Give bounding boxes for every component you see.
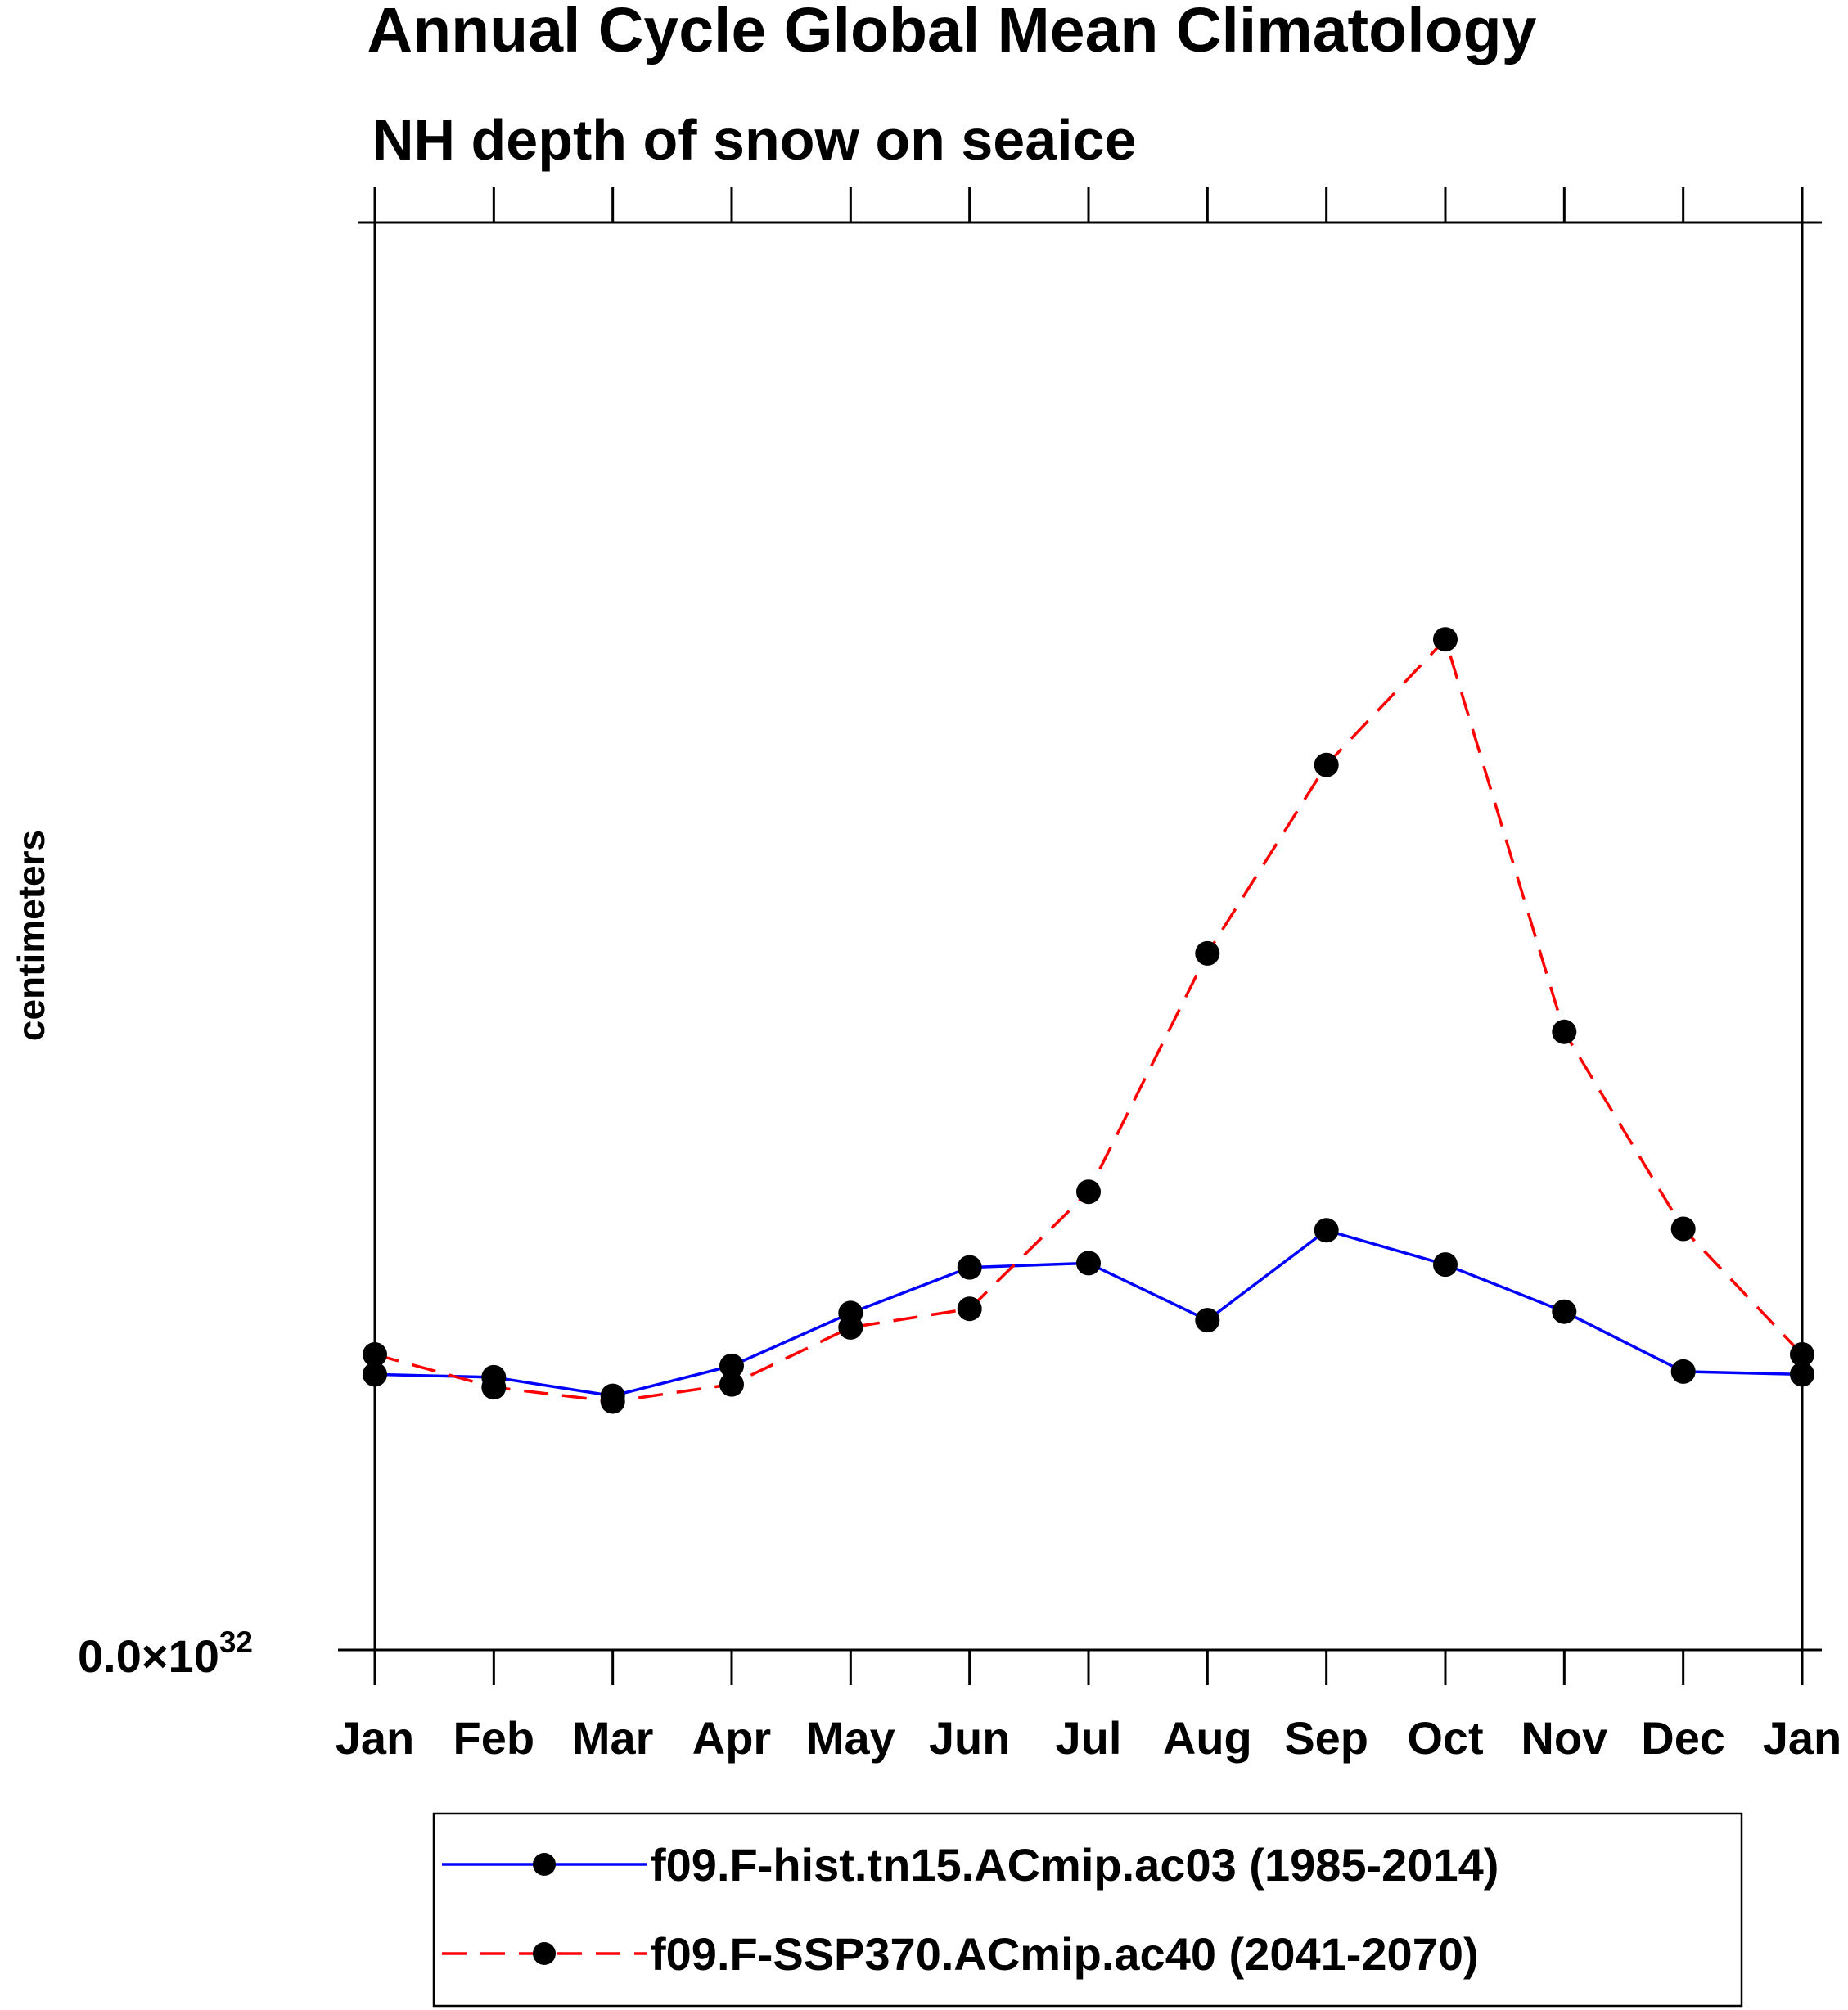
- y-tick-label: 0.0×1032: [78, 1625, 253, 1682]
- x-tick-label: Sep: [1284, 1712, 1368, 1764]
- series-0-point: [1552, 1299, 1577, 1324]
- legend-box: [432, 1812, 1743, 2008]
- series-0-point: [1314, 1218, 1339, 1243]
- x-tick-label: Mar: [572, 1712, 654, 1764]
- x-tick-label: Jul: [1056, 1712, 1122, 1764]
- series-1-point: [1552, 1019, 1577, 1044]
- series-0-point: [1433, 1252, 1458, 1278]
- chart-title: Annual Cycle Global Mean Climatology: [367, 0, 1536, 65]
- series-layer: [363, 627, 1814, 1414]
- series-1-point: [838, 1314, 863, 1340]
- legend: f09.F-hist.tn15.ACmip.ac03 (1985-2014) f…: [432, 1812, 1743, 2008]
- series-1-point: [600, 1389, 625, 1414]
- series-0-point: [957, 1255, 982, 1280]
- x-tick-label: Dec: [1641, 1712, 1725, 1764]
- y-tick-exponent: 32: [219, 1625, 253, 1659]
- y-axis-label: centimeters: [10, 830, 52, 1041]
- legend-label-1: f09.F-SSP370.ACmip.ac40 (2041-2070): [651, 1928, 1479, 1980]
- y-tick-mantissa: 0.0×10: [78, 1630, 219, 1682]
- series-1-point: [1790, 1342, 1814, 1367]
- x-ticks: [373, 187, 1804, 1685]
- series-1-point: [1670, 1216, 1696, 1242]
- legend-marker-0: [533, 1853, 556, 1876]
- series-1-point: [957, 1296, 982, 1322]
- x-tick-labels: Jan Feb Mar Apr May Jun Jul Aug Sep Oct Nov Dec Jan: [336, 1712, 1842, 1764]
- x-tick-label: Jan: [1763, 1712, 1842, 1764]
- x-tick-label: Nov: [1521, 1712, 1607, 1764]
- series-1-point: [719, 1372, 744, 1397]
- x-tick-label: Feb: [453, 1712, 535, 1764]
- series-1-point: [1076, 1179, 1101, 1205]
- series-0-point: [719, 1353, 744, 1378]
- series-1-point: [481, 1375, 507, 1400]
- x-tick-label: May: [806, 1712, 895, 1764]
- x-tick-label: Apr: [692, 1712, 771, 1764]
- series-0-point: [1670, 1359, 1696, 1384]
- series-1-point: [1314, 752, 1339, 777]
- x-tick-label: Jan: [336, 1712, 415, 1764]
- series-1-point: [1195, 940, 1220, 966]
- series-0-point: [1195, 1308, 1220, 1333]
- series-1-point: [1433, 627, 1458, 652]
- x-tick-label: Aug: [1163, 1712, 1252, 1764]
- series-0-point: [1076, 1251, 1101, 1276]
- series-0-point: [363, 1362, 387, 1387]
- x-tick-label: Jun: [929, 1712, 1011, 1764]
- series-0-point: [1790, 1362, 1814, 1387]
- plot-frame: [373, 221, 1804, 1652]
- legend-marker-1: [533, 1942, 556, 1965]
- legend-label-0: f09.F-hist.tn15.ACmip.ac03 (1985-2014): [651, 1839, 1499, 1891]
- chart-subtitle: NH depth of snow on seaice: [372, 108, 1136, 172]
- series-line-1: [374, 638, 1804, 1404]
- series-1-point: [363, 1342, 387, 1367]
- x-tick-label: Oct: [1407, 1712, 1483, 1764]
